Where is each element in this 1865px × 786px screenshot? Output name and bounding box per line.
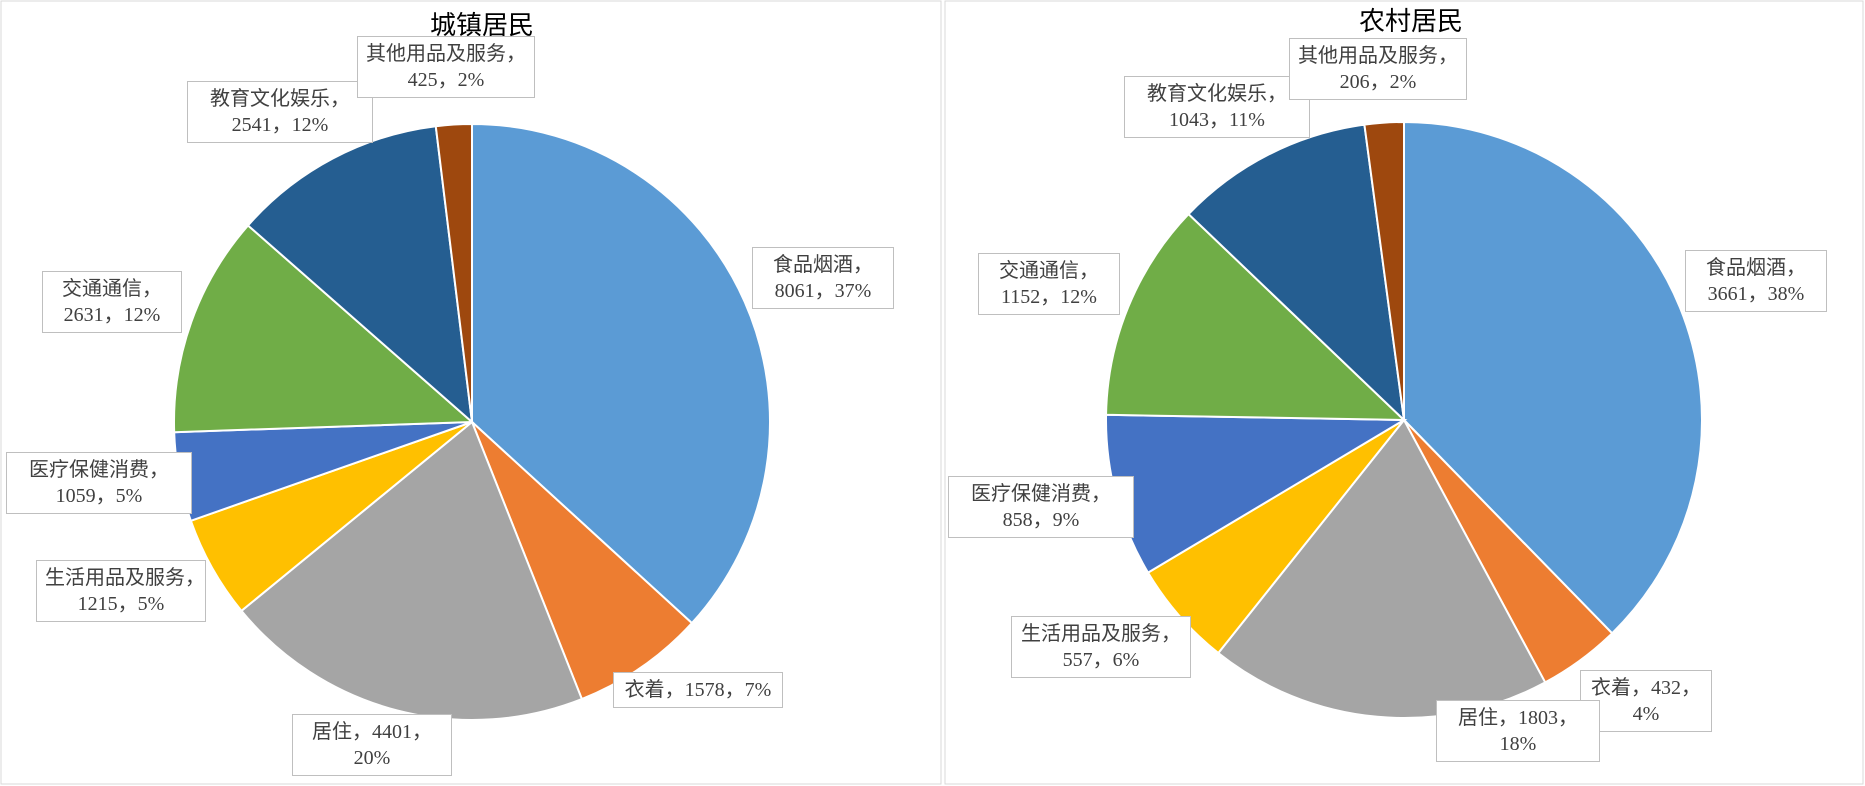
data-label: 居住，1803，18% xyxy=(1436,700,1600,762)
panel-border xyxy=(944,0,1864,785)
data-label: 生活用品及服务，557，6% xyxy=(1011,616,1191,678)
data-label: 其他用品及服务，425，2% xyxy=(357,36,535,98)
data-label: 居住，4401，20% xyxy=(292,714,452,776)
pie-slice xyxy=(471,122,771,625)
data-label: 食品烟酒，3661，38% xyxy=(1685,250,1827,312)
pie-slice xyxy=(434,122,473,423)
pie-slice xyxy=(1403,120,1703,635)
data-label: 交通通信，2631，12% xyxy=(42,271,182,333)
chart-title: 农村居民 xyxy=(1359,7,1463,37)
data-label: 交通通信，1152，12% xyxy=(978,253,1120,315)
pie-slice xyxy=(1363,120,1405,421)
pie-slice xyxy=(173,224,475,434)
pie-slice xyxy=(240,420,584,721)
data-label: 医疗保健消费，858，9% xyxy=(948,476,1134,538)
pie-slice xyxy=(1216,418,1547,719)
pie-slice xyxy=(471,421,694,701)
data-label: 医疗保健消费，1059，5% xyxy=(6,452,192,514)
data-label: 衣着，1578，7% xyxy=(613,672,783,708)
pie-slice xyxy=(1187,123,1406,423)
data-label: 其他用品及服务，206，2% xyxy=(1289,38,1467,100)
panel-border xyxy=(0,0,942,785)
data-label: 衣着，432，4% xyxy=(1580,670,1712,732)
data-label: 教育文化娱乐，2541，12% xyxy=(187,81,373,143)
data-label: 食品烟酒，8061，37% xyxy=(752,247,894,309)
pie-slice xyxy=(1105,212,1407,422)
data-label: 教育文化娱乐，1043，11% xyxy=(1124,76,1310,138)
pie-slice xyxy=(246,125,474,425)
data-label: 生活用品及服务，1215，5% xyxy=(36,560,206,622)
